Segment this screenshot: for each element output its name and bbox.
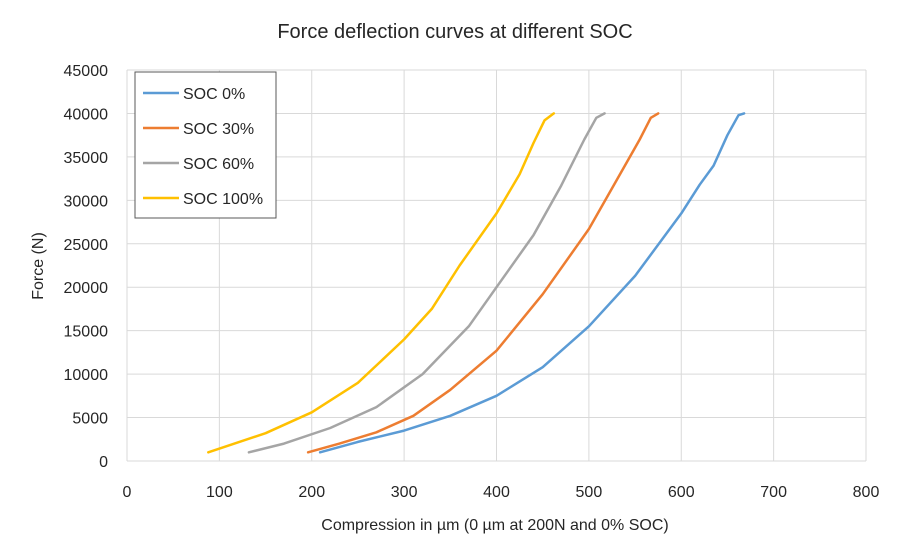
x-tick-label: 300 (391, 484, 418, 501)
y-tick-label: 0 (99, 454, 108, 471)
y-tick-label: 5000 (72, 411, 108, 428)
y-tick-label: 40000 (64, 106, 109, 123)
legend-label: SOC 30% (183, 121, 254, 138)
x-tick-label: 0 (123, 484, 132, 501)
y-tick-label: 35000 (64, 150, 109, 167)
series-line (318, 112, 746, 454)
legend-label: SOC 60% (183, 156, 254, 173)
y-tick-label: 10000 (64, 367, 109, 384)
x-axis-label: Compression in µm (0 µm at 200N and 0% S… (321, 517, 668, 534)
legend-label: SOC 0% (183, 86, 245, 103)
series-line (247, 112, 606, 454)
series-layer (207, 112, 746, 454)
y-tick-label: 30000 (64, 193, 109, 210)
x-tick-label: 200 (298, 484, 325, 501)
series-line (207, 112, 556, 454)
y-axis-label: Force (N) (30, 232, 47, 300)
x-tick-label: 400 (483, 484, 510, 501)
y-tick-label: 25000 (64, 237, 109, 254)
y-tick-label: 20000 (64, 280, 109, 297)
y-tick-label: 15000 (64, 324, 109, 341)
legend-box (134, 71, 277, 219)
x-tick-label: 100 (206, 484, 233, 501)
y-tick-label: 45000 (64, 63, 109, 80)
tick-labels: 0 100 200 300 400 500 600 700 800 0 5000 10000 15000… (64, 63, 880, 501)
x-tick-label: 600 (668, 484, 695, 501)
x-tick-label: 500 (576, 484, 603, 501)
chart-title: Force deflection curves at different SOC (277, 21, 632, 43)
legend: SOC 0% SOC 30% SOC 60% SOC 100% (134, 71, 277, 219)
series-line (306, 112, 660, 454)
x-tick-label: 700 (760, 484, 787, 501)
legend-label: SOC 100% (183, 191, 263, 208)
x-tick-label: 800 (853, 484, 880, 501)
